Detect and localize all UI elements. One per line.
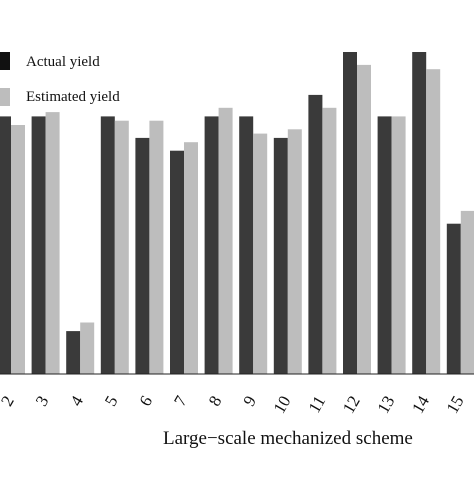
bars-layer <box>0 52 474 375</box>
actual-yield-bar-9 <box>239 116 254 375</box>
x-tick-label-11: 11 <box>305 392 330 416</box>
actual-yield-bar-12 <box>343 52 357 374</box>
estimated-yield-bar-9 <box>253 133 268 374</box>
x-axis-title: Large−scale mechanized scheme <box>163 428 413 449</box>
actual-yield-bar-2 <box>0 116 11 375</box>
actual-yield-bar-3 <box>31 116 46 375</box>
x-tick-label-4: 4 <box>66 392 87 409</box>
x-tick-label-15: 15 <box>443 392 468 416</box>
legend-swatch-actual <box>0 52 10 70</box>
x-tick-label-14: 14 <box>408 392 433 417</box>
x-tick-label-9: 9 <box>239 392 260 409</box>
actual-yield-bar-11 <box>308 94 323 375</box>
actual-yield-bar-4 <box>66 331 81 374</box>
x-tick-label-12: 12 <box>339 392 364 416</box>
legend: Actual yield Estimated yield <box>0 52 120 106</box>
actual-yield-bar-10 <box>273 137 288 374</box>
legend-label-estimated: Estimated yield <box>26 89 120 105</box>
x-tick-labels: 2 3 4 5 6 7 8 9 10 11 12 13 14 15 <box>0 392 468 417</box>
actual-yield-bar-8 <box>204 116 219 375</box>
estimated-yield-bar-6 <box>149 120 164 374</box>
x-tick-label-3: 3 <box>32 392 53 409</box>
x-tick-label-2: 2 <box>0 392 18 409</box>
estimated-yield-bar-4 <box>80 322 95 374</box>
estimated-yield-bar-5 <box>114 120 129 374</box>
x-tick-label-13: 13 <box>373 392 398 416</box>
estimated-yield-bar-7 <box>184 142 198 374</box>
estimated-yield-bar-13 <box>391 116 406 375</box>
estimated-yield-bar-15 <box>460 210 474 374</box>
actual-yield-bar-7 <box>170 150 184 374</box>
estimated-yield-bar-8 <box>218 107 233 375</box>
x-tick-label-5: 5 <box>101 392 122 409</box>
actual-yield-bar-13 <box>377 116 392 375</box>
estimated-yield-bar-11 <box>322 107 337 375</box>
x-tick-label-7: 7 <box>170 392 191 409</box>
estimated-yield-bar-14 <box>426 69 441 374</box>
estimated-yield-bar-10 <box>287 129 302 374</box>
legend-label-actual: Actual yield <box>26 54 100 70</box>
x-tick-label-10: 10 <box>270 392 295 416</box>
actual-yield-bar-14 <box>412 52 427 374</box>
estimated-yield-bar-3 <box>45 112 60 374</box>
estimated-yield-bar-2 <box>11 125 25 374</box>
x-tick-label-8: 8 <box>205 392 226 409</box>
actual-yield-bar-6 <box>135 137 150 374</box>
actual-yield-bar-15 <box>446 223 461 374</box>
legend-swatch-estimated <box>0 88 10 106</box>
actual-yield-bar-5 <box>100 116 115 375</box>
estimated-yield-bar-12 <box>357 64 371 375</box>
x-tick-label-6: 6 <box>136 392 157 409</box>
